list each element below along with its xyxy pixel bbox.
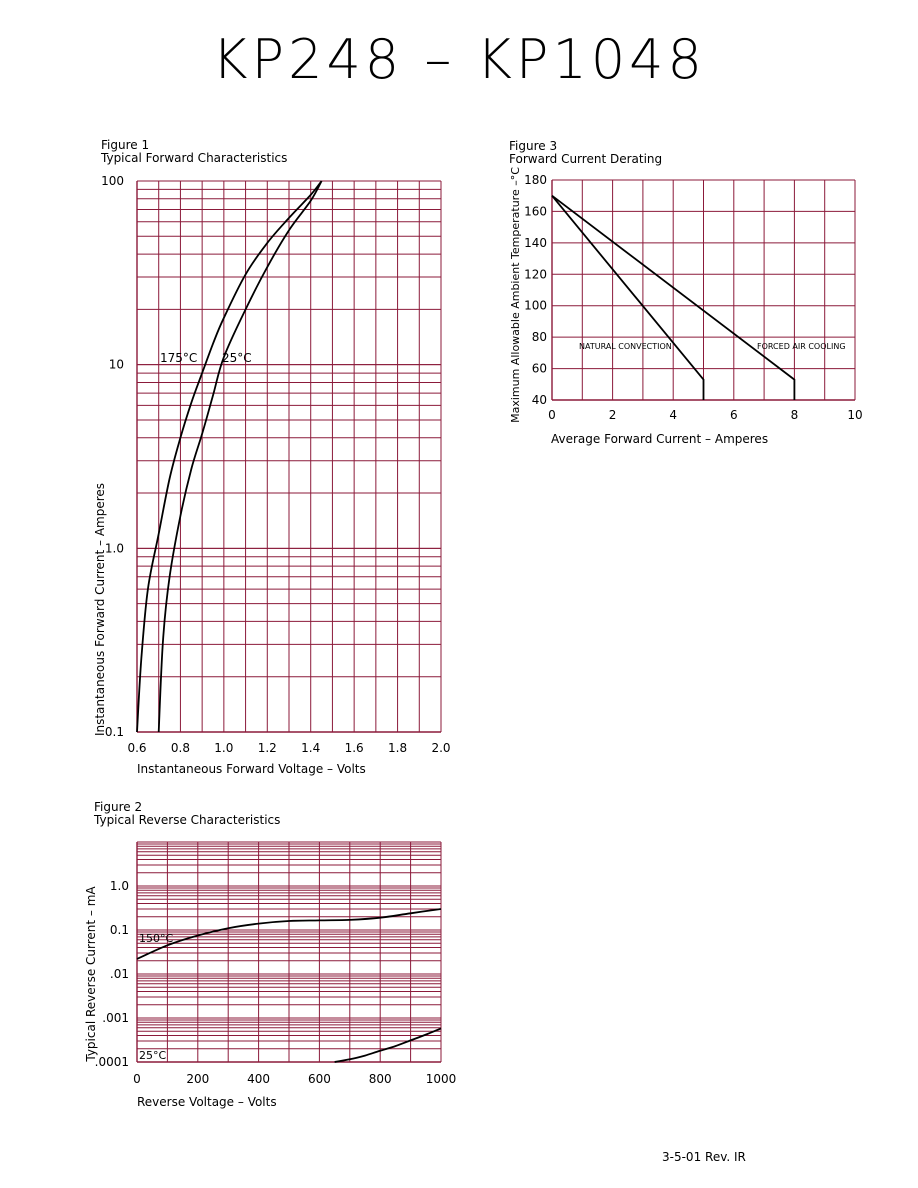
fig3-ytick-label: 140 [524, 236, 547, 250]
fig3-xlabel: Average Forward Current – Amperes [551, 432, 768, 446]
fig2-ytick-label: 1.0 [110, 879, 129, 893]
figure2-title: Typical Reverse Characteristics [94, 813, 281, 827]
fig3-ytick-label: 160 [524, 204, 547, 218]
figure3-caption: Figure 3 Forward Current Derating [509, 140, 662, 166]
fig2-ytick-label: 0.1 [110, 923, 129, 937]
fig2-xtick-label: 400 [247, 1072, 270, 1086]
fig1-ytick-label: 0.1 [105, 725, 124, 739]
fig3-ytick-label: 100 [524, 299, 547, 313]
fig1-xtick-label: 1.2 [258, 741, 277, 755]
fig3-xtick-label: 8 [791, 408, 799, 422]
fig3-annotation-forced: FORCED AIR COOLING [757, 342, 846, 351]
fig2-xtick-label: 800 [369, 1072, 392, 1086]
revision-footer: 3-5-01 Rev. IR [662, 1150, 746, 1164]
fig2-series-0-line [136, 908, 442, 960]
fig2-xtick-label: 600 [308, 1072, 331, 1086]
figure2-caption: Figure 2 Typical Reverse Characteristics [94, 801, 280, 827]
fig2-ytick-label: .01 [110, 967, 129, 981]
fig1-series-0-label: 175°C [160, 351, 197, 365]
fig3-series-0-line [551, 195, 705, 400]
fig1-xtick-label: 2.0 [431, 741, 450, 755]
fig3-ytick-label: 40 [532, 393, 547, 407]
fig2-ytick-label: .001 [102, 1011, 129, 1025]
fig3-annotation-natural: NATURAL CONVECTION [579, 342, 672, 351]
figure2-number: Figure 2 [94, 800, 143, 814]
fig2-ytick-label: .0001 [95, 1055, 129, 1069]
fig3-ytick-label: 80 [532, 330, 547, 344]
figure1-number: Figure 1 [101, 138, 150, 152]
fig3-xtick-label: 4 [669, 408, 677, 422]
fig2-series-1-line [334, 1027, 442, 1063]
fig1-xtick-label: 0.8 [171, 741, 190, 755]
fig3-xtick-label: 6 [730, 408, 738, 422]
fig3-xtick-label: 0 [548, 408, 556, 422]
fig3-xtick-label: 2 [609, 408, 617, 422]
fig1-xtick-label: 1.6 [345, 741, 364, 755]
fig1-ylabel: Instantaneous Forward Current – Amperes [93, 483, 107, 736]
fig1-xtick-label: 0.6 [127, 741, 146, 755]
fig1-series-1-label: 25°C [222, 351, 252, 365]
fig3-ytick-label: 120 [524, 267, 547, 281]
fig1-series-0-line [136, 180, 323, 733]
fig1-ytick-label: 1.0 [105, 541, 124, 555]
fig2-series-0-label: 150°C [139, 932, 173, 945]
fig1-xtick-label: 1.4 [301, 741, 320, 755]
fig2-ylabel: Typical Reverse Current – mA [84, 886, 98, 1063]
fig2-xtick-label: 0 [133, 1072, 141, 1086]
fig1-xtick-label: 1.0 [214, 741, 233, 755]
figure1-title: Typical Forward Characteristics [101, 151, 288, 165]
figure1-caption: Figure 1 Typical Forward Characteristics [101, 139, 287, 165]
fig1-xtick-label: 1.8 [388, 741, 407, 755]
fig1-ytick-label: 100 [101, 174, 124, 188]
figure3-number: Figure 3 [509, 139, 558, 153]
fig2-xtick-label: 200 [186, 1072, 209, 1086]
fig3-series-1-line [551, 194, 796, 400]
figure3-title: Forward Current Derating [509, 152, 663, 166]
fig1-xlabel: Instantaneous Forward Voltage – Volts [137, 762, 366, 776]
fig3-xtick-label: 10 [847, 408, 862, 422]
page-title: KP248 – KP1048 [212, 28, 706, 91]
fig3-ytick-label: 60 [532, 362, 547, 376]
fig2-xlabel: Reverse Voltage – Volts [137, 1095, 277, 1109]
fig2-xtick-label: 1000 [426, 1072, 457, 1086]
fig2-series-1-label: 25°C [139, 1049, 166, 1062]
fig3-ylabel: Maximum Allowable Ambient Temperature –°… [509, 167, 522, 423]
fig1-series-1-line [157, 180, 323, 733]
fig1-ytick-label: 10 [109, 358, 124, 372]
fig3-ytick-label: 180 [524, 173, 547, 187]
